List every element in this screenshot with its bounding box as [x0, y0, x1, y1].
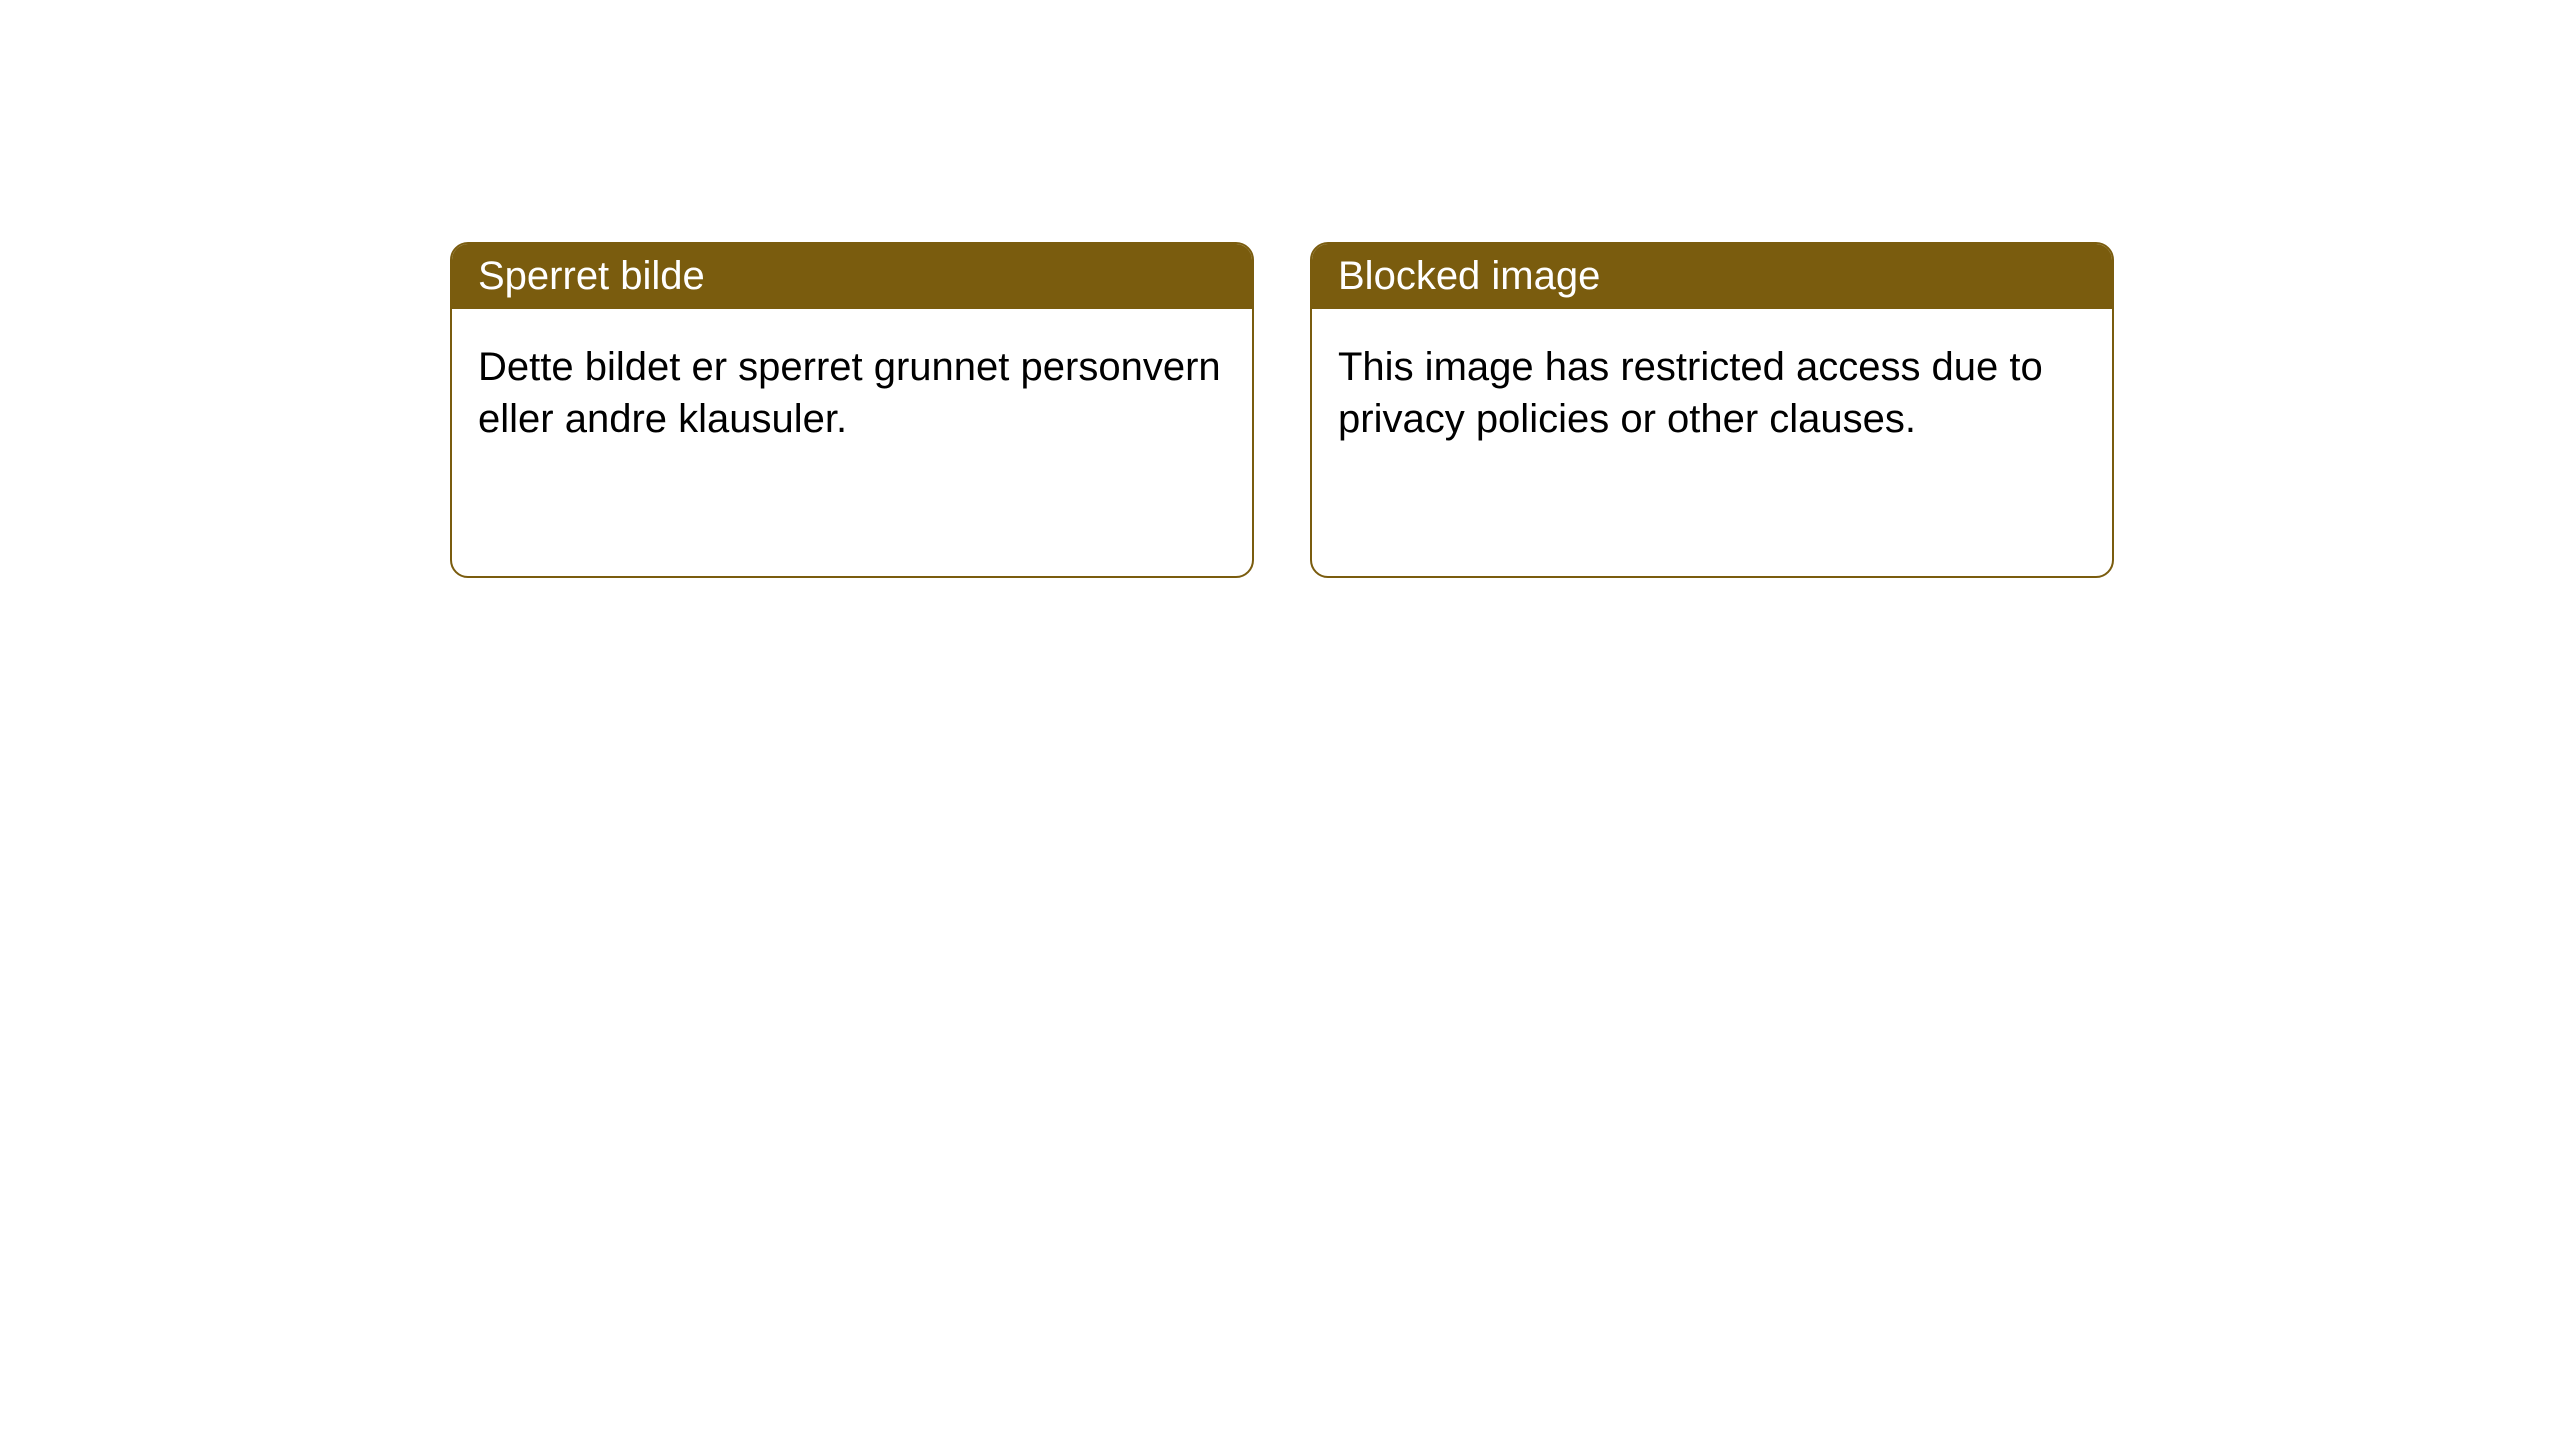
notice-card-body: This image has restricted access due to … — [1312, 309, 2112, 477]
notice-card-english: Blocked image This image has restricted … — [1310, 242, 2114, 578]
notice-card-body: Dette bildet er sperret grunnet personve… — [452, 309, 1252, 477]
notice-card-title: Sperret bilde — [452, 244, 1252, 309]
notice-cards-container: Sperret bilde Dette bildet er sperret gr… — [450, 242, 2560, 578]
notice-card-norwegian: Sperret bilde Dette bildet er sperret gr… — [450, 242, 1254, 578]
notice-card-title: Blocked image — [1312, 244, 2112, 309]
